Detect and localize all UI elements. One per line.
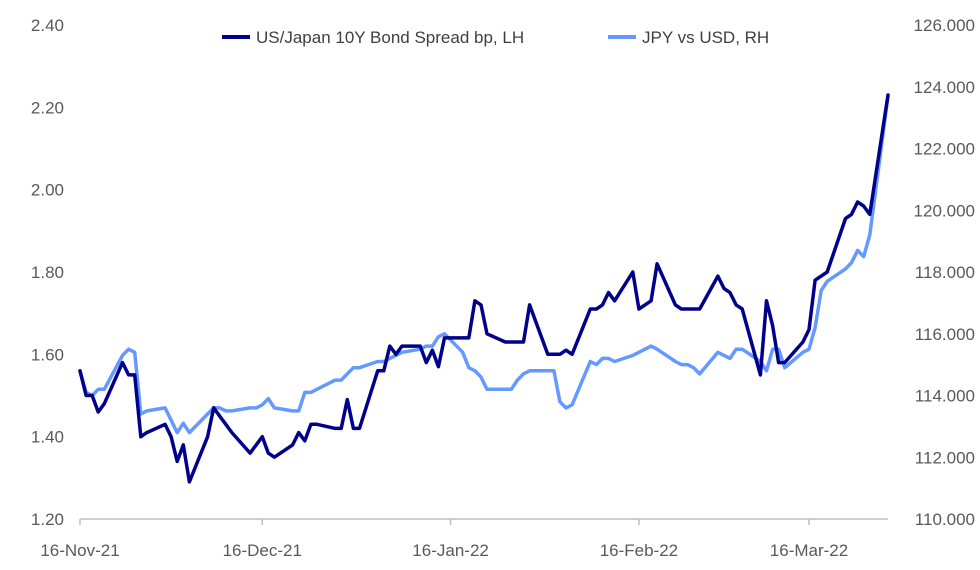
y-left-tick-label: 2.00 (31, 181, 64, 200)
y-right-tick-label: 112.000 (915, 448, 975, 467)
legend-label-1: JPY vs USD, RH (642, 28, 769, 47)
y-left-tick-label: 2.40 (31, 16, 64, 35)
y-left-tick-label: 2.20 (31, 98, 64, 117)
y-left-tick-label: 1.80 (31, 263, 64, 282)
y-right-tick-label: 126.000 (914, 16, 975, 35)
x-tick-label: 16-Nov-21 (40, 541, 119, 560)
y-right-tick-label: 114.000 (915, 387, 975, 406)
x-tick-label: 16-Feb-22 (600, 541, 678, 560)
y-right-tick-label: 122.000 (914, 140, 975, 159)
series-line-0 (78, 93, 890, 484)
legend-label-0: US/Japan 10Y Bond Spread bp, LH (256, 28, 524, 47)
x-tick-label: 16-Jan-22 (412, 541, 489, 560)
legend: US/Japan 10Y Bond Spread bp, LH JPY vs US… (222, 28, 769, 47)
y-right-tick-label: 116.000 (915, 325, 975, 344)
y-left-tick-label: 1.20 (31, 510, 64, 529)
x-tick-label: 16-Dec-21 (223, 541, 302, 560)
y-right-tick-label: 118.000 (915, 263, 975, 282)
y-right-tick-label: 110.000 (915, 510, 975, 529)
y-left-tick-label: 1.60 (31, 345, 64, 364)
series-lines (78, 93, 890, 484)
series-line-1 (78, 94, 890, 435)
y-right-tick-label: 124.000 (914, 78, 975, 97)
x-tick-label: 16-Mar-22 (770, 541, 848, 560)
y-right-tick-label: 120.000 (914, 201, 975, 220)
axes: 16-Nov-21 16-Dec-21 16-Jan-22 16-Feb-22 16-M… (31, 16, 975, 560)
y-left-tick-label: 1.40 (31, 428, 64, 447)
